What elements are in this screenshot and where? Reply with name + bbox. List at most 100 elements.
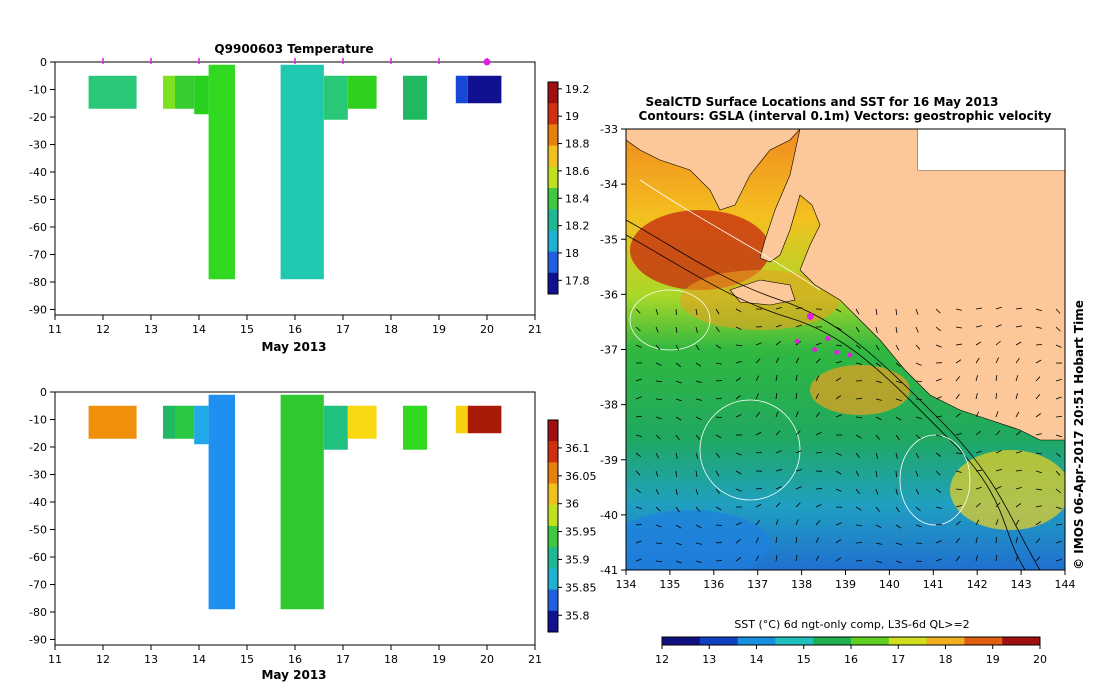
sal-cbar-segment — [548, 589, 558, 612]
sal-cell-6 — [323, 405, 348, 450]
velocity-vector — [715, 506, 722, 511]
map-lon-label: 139 — [835, 578, 856, 591]
velocity-vector — [795, 469, 802, 472]
gsla-contour-4 — [639, 179, 821, 291]
velocity-vector — [955, 326, 962, 329]
sal-cbar-segment — [548, 462, 558, 485]
velocity-vector — [715, 308, 720, 315]
map-lon-label: 141 — [923, 578, 944, 591]
temp-ytick-label: -10 — [29, 84, 47, 97]
temp-cbar-label: 19.2 — [565, 83, 590, 96]
temp-cbar-label: 18.2 — [565, 220, 590, 233]
velocity-vector — [935, 488, 942, 493]
sal-cell-7 — [347, 405, 377, 439]
velocity-vector — [795, 519, 799, 526]
velocity-vector — [775, 430, 781, 436]
gsla-contour-2 — [699, 399, 801, 501]
velocity-vector — [795, 430, 801, 436]
sst-cbar-label: 13 — [702, 653, 716, 666]
velocity-vector — [915, 488, 920, 495]
cool-southwest-patch — [626, 510, 770, 570]
velocity-vector — [655, 344, 661, 350]
temp-cell-8 — [403, 75, 427, 120]
temp-ytick-label: -90 — [29, 304, 47, 317]
velocity-vector — [935, 523, 942, 526]
sal-cell-4 — [208, 394, 235, 610]
velocity-vector — [795, 555, 798, 562]
temp-cbar-label: 18.4 — [565, 192, 590, 205]
velocity-vector — [655, 362, 662, 366]
temp-ytick-label: 0 — [40, 56, 47, 69]
sal-cbar-label: 36.05 — [565, 470, 597, 483]
velocity-vector — [695, 452, 699, 459]
land-mainland — [759, 129, 1065, 441]
velocity-vector — [915, 308, 919, 315]
temp-ytick-label: -80 — [29, 276, 47, 289]
velocity-vector — [715, 524, 723, 527]
velocity-vector — [715, 326, 720, 333]
velocity-vector — [875, 416, 882, 421]
velocity-vector — [995, 357, 999, 364]
sal-cbar-frame — [547, 419, 559, 633]
velocity-vector — [695, 416, 702, 421]
velocity-vector — [635, 506, 642, 510]
velocity-vector — [795, 537, 798, 544]
velocity-vector — [1035, 521, 1042, 526]
velocity-vector — [815, 412, 821, 418]
velocity-vector — [755, 487, 763, 490]
sal-xtick-label: 17 — [336, 653, 350, 666]
profile-markers — [102, 58, 491, 66]
velocity-vector — [1015, 341, 1022, 346]
sal-ytick-label: -30 — [29, 469, 47, 482]
map-lon-label: 143 — [1011, 578, 1032, 591]
sal-cbar-segment — [548, 526, 558, 548]
velocity-vector — [955, 537, 960, 544]
temp-cbar-segment — [548, 166, 558, 189]
map-lat-label: -34 — [600, 178, 618, 191]
map-lon-label: 136 — [703, 578, 724, 591]
velocity-vector — [935, 434, 942, 437]
velocity-vector — [755, 342, 762, 346]
map-lon-ticks: 134 135 136 137 138 139 140 141 142 143 144 — [616, 570, 1076, 591]
sal-ytick-label: 0 — [40, 386, 47, 399]
velocity-vector — [775, 536, 778, 544]
bathymetry-contour-2 — [626, 234, 1026, 570]
sst-cbar-segment — [851, 637, 890, 645]
map-lat-label: -36 — [600, 288, 618, 301]
velocity-vector — [1055, 308, 1061, 314]
velocity-vector — [995, 430, 1001, 436]
velocity-vector — [635, 470, 641, 476]
velocity-vector — [995, 306, 1002, 310]
temperature-xticks: 11 12 13 14 15 16 17 18 19 20 21 — [48, 315, 542, 336]
velocity-vector — [975, 469, 982, 472]
velocity-vector — [975, 393, 978, 400]
velocity-vector — [835, 361, 842, 364]
velocity-vector — [655, 434, 661, 440]
velocity-vector — [655, 560, 663, 563]
velocity-vector — [1015, 503, 1022, 508]
temp-cell-3 — [194, 75, 209, 115]
velocity-vector — [715, 541, 722, 544]
velocity-vector — [795, 375, 798, 382]
temp-xtick-label: 13 — [144, 323, 158, 336]
map-lat-label: -40 — [600, 509, 618, 522]
sal-xtick-label: 20 — [480, 653, 494, 666]
velocity-vector — [1015, 537, 1018, 544]
velocity-vector — [895, 470, 897, 478]
velocity-vector — [735, 522, 742, 526]
velocity-vector — [935, 344, 942, 348]
velocity-vector — [1055, 524, 1063, 526]
sal-ytick-label: -40 — [29, 496, 47, 509]
velocity-vector — [715, 452, 721, 458]
velocity-vector — [855, 541, 863, 544]
velocity-vector — [855, 452, 860, 459]
velocity-vector — [1035, 394, 1041, 400]
velocity-vector — [855, 416, 863, 419]
sal-xtick-label: 21 — [528, 653, 542, 666]
velocity-vector — [975, 411, 980, 418]
velocity-vector — [775, 469, 782, 472]
velocity-vector — [795, 324, 802, 328]
velocity-vector — [895, 488, 898, 495]
velocity-vector — [855, 326, 860, 333]
sal-ytick-label: -60 — [29, 551, 47, 564]
